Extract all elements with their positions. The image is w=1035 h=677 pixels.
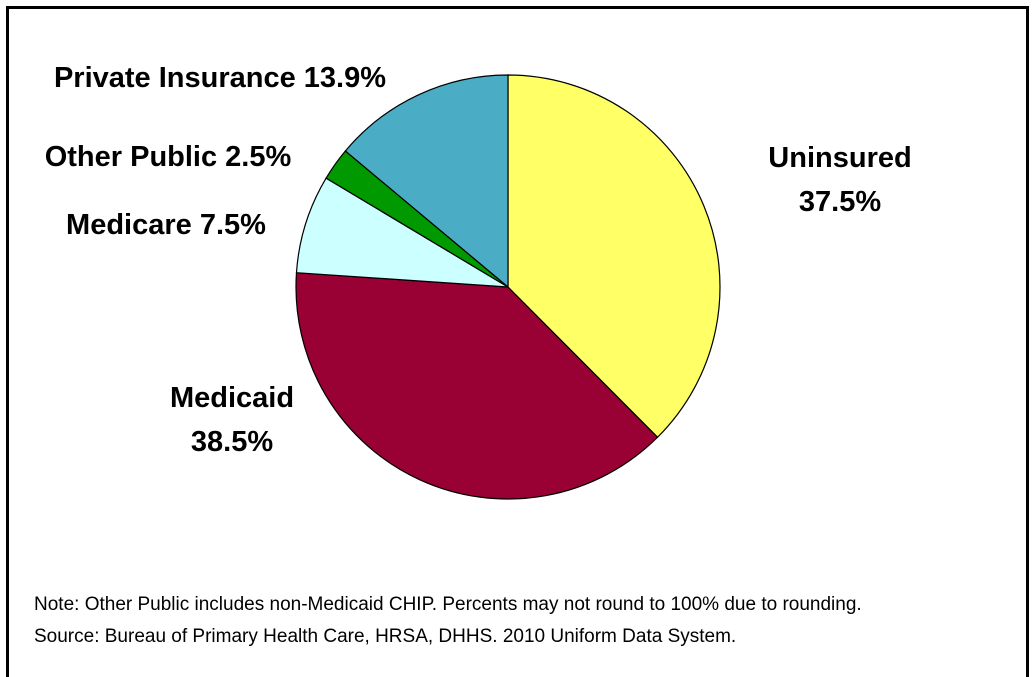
pie-slice-medicaid (295, 272, 659, 500)
pie-slice-medicare (295, 177, 509, 288)
chart-source: Source: Bureau of Primary Health Care, H… (34, 626, 737, 647)
slice-label-uninsured: Uninsured 37.5% (768, 142, 911, 218)
pie-slice-uninsured (507, 74, 721, 439)
chart-note: Note: Other Public includes non-Medicaid… (34, 594, 862, 615)
slice-label-other-public: Other Public 2.5% (45, 141, 292, 173)
slice-label-medicaid: Medicaid 38.5% (170, 382, 294, 458)
pie-slice-private-insurance (344, 74, 509, 289)
slice-label-medicare: Medicare 7.5% (66, 209, 266, 241)
slice-label-private-insurance: Private Insurance 13.9% (54, 62, 386, 94)
